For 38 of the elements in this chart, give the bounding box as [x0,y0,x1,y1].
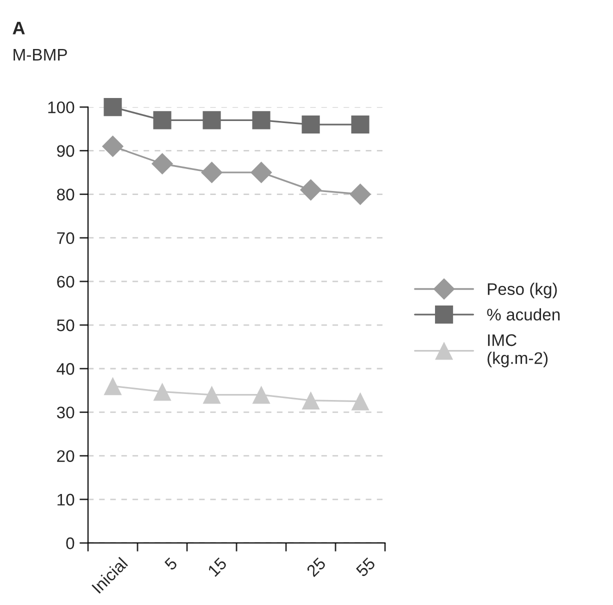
y-tick-label: 70 [57,232,74,244]
legend-label: % acuden [487,308,560,321]
x-tick-label: 25 [306,556,326,578]
point [102,136,124,158]
y-tick-label: 20 [57,450,74,462]
point [202,111,221,130]
y-tick-label: 60 [57,276,74,288]
point [349,183,372,206]
y-tick-label: 0 [66,537,74,550]
y-tick-label: 90 [57,145,74,157]
y-tick-label: 30 [56,406,74,418]
x-tick-label: 15 [207,556,228,577]
point [351,115,370,134]
y-tick-label: 50 [56,319,74,332]
point [202,386,221,404]
point [200,162,223,184]
point [351,392,370,410]
point [302,391,320,410]
point [104,377,122,396]
y-tick-label: 40 [56,363,74,375]
chart-subtitle: M-BMP [14,49,67,60]
x-tick-label: 5 [164,556,178,571]
point [151,152,174,175]
y-tick-label: 10 [58,494,74,506]
point [153,111,172,130]
y-tick-label: 100 [48,101,74,114]
chart-title: A [12,22,25,34]
point [252,111,270,130]
point [153,382,172,401]
legend-label: IMC (kg.m-2) [488,334,548,368]
point [104,98,122,116]
point [252,386,270,404]
point [302,115,320,134]
point [300,179,322,201]
point [250,162,272,184]
x-tick-label: 55 [355,556,376,578]
y-tick-label: 80 [57,188,74,200]
legend-label: Peso (kg) [488,282,557,298]
